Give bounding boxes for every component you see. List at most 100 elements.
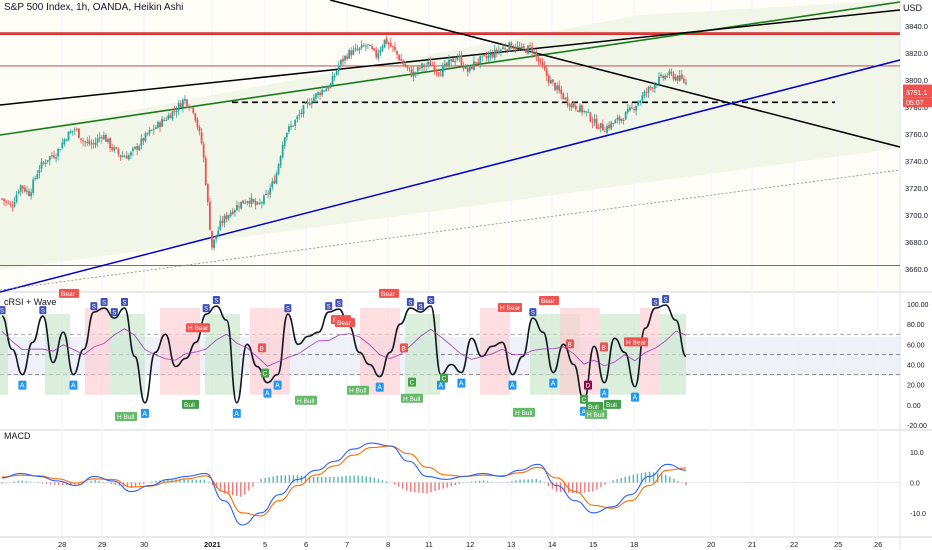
macd-pane[interactable] (0, 442, 900, 526)
macd-histogram-bar (195, 479, 197, 483)
candle-body (566, 97, 569, 106)
candle-body (385, 38, 388, 44)
macd-histogram-bar (486, 481, 489, 483)
bear-label-bg (379, 288, 399, 298)
candle-body (620, 118, 623, 121)
peak-marker (212, 296, 220, 305)
h-bear-label: H Bear (626, 339, 647, 346)
macd-histogram-bar (616, 479, 618, 483)
price-tag-label: 05:07 (906, 100, 924, 107)
macd-tick-label: 0.0 (910, 481, 920, 488)
candle-body (157, 122, 159, 128)
macd-histogram-bar (25, 481, 27, 483)
candle-body (558, 85, 561, 91)
candle-body (404, 64, 407, 67)
macd-histogram-bar (223, 482, 226, 494)
peak-marker-label: S (0, 309, 4, 315)
h-bull-label-bg (295, 395, 317, 405)
candle-body (416, 66, 419, 72)
candle-body (161, 118, 163, 127)
macd-histogram-bar (219, 482, 222, 491)
macd-histogram-bar (628, 475, 631, 483)
candle-body (288, 126, 290, 132)
candle-body (608, 124, 610, 129)
a-marker (549, 378, 558, 388)
macd-histogram-bar (292, 475, 295, 483)
candle-body (3, 198, 5, 202)
candle-body (319, 92, 321, 95)
candle-body (55, 157, 57, 159)
price-tick-label: 3740.0 (905, 157, 928, 166)
macd-histogram-bar (102, 481, 104, 483)
candle-body (635, 105, 638, 111)
macd-histogram-bar (482, 480, 485, 483)
bull-label-bg (182, 399, 199, 409)
price-pane[interactable] (0, 0, 901, 293)
d-marker-label: D (586, 383, 591, 390)
peak-marker (406, 298, 414, 307)
candle-body (408, 67, 411, 69)
macd-tick-label: 10.0 (910, 450, 924, 457)
a-marker (140, 408, 149, 418)
candle-body (5, 201, 8, 203)
candle-body (531, 46, 534, 53)
candle-body (331, 76, 334, 85)
h-bear-label-bg (186, 323, 210, 333)
candle-body (475, 62, 477, 64)
candle-body (662, 75, 665, 79)
candle-body (144, 133, 147, 141)
candle-body (581, 105, 583, 113)
time-axis-label: 5 (263, 540, 267, 549)
candle-body (94, 142, 97, 146)
macd-histogram-bar (652, 472, 655, 483)
black-trendline-down (329, 0, 901, 148)
candle-body (541, 62, 544, 66)
b-marker-bg (258, 343, 266, 353)
candle-body (163, 119, 166, 121)
candle-body (90, 143, 93, 145)
candle-body (678, 75, 681, 81)
price-tick-label: 3700.0 (905, 211, 928, 220)
crsi-tick-label: 100.00 (907, 302, 929, 309)
candle-body (96, 138, 99, 143)
candle-body (246, 201, 249, 203)
macd-histogram-bar (98, 480, 100, 483)
macd-histogram-bar (62, 482, 64, 486)
macd-histogram-bar (661, 474, 663, 483)
macd-histogram-bar (499, 482, 501, 484)
macd-histogram-bar (163, 480, 165, 483)
candle-body (529, 45, 531, 47)
crsi-tick-label: 40.00 (907, 363, 925, 370)
a-marker-label: A (20, 383, 25, 390)
macd-histogram-bar (215, 482, 218, 488)
candle-body (664, 75, 667, 80)
candle-body (32, 179, 35, 193)
macd-histogram-bar (632, 474, 635, 483)
macd-histogram-bar (280, 475, 282, 483)
candle-body (140, 138, 143, 146)
candle-body (181, 99, 184, 108)
candle-body (647, 86, 650, 93)
candle-body (321, 89, 324, 95)
candle-body (489, 53, 492, 57)
macd-histogram-bar (337, 476, 339, 483)
candle-body (556, 85, 559, 90)
wave-box-11 (560, 308, 600, 395)
b-marker-bg (600, 342, 608, 352)
macd-histogram-bar (179, 479, 181, 483)
candle-body (82, 140, 84, 142)
macd-histogram-bar (648, 471, 651, 483)
macd-histogram-bar (511, 481, 513, 483)
peak-marker-label: S (102, 301, 106, 307)
macd-histogram-bar (13, 481, 15, 483)
h-bear-label: H Bear (500, 305, 521, 312)
candle-body (483, 54, 486, 56)
c-marker-bg (261, 368, 269, 378)
candle-body (481, 55, 484, 57)
peak-marker (529, 308, 537, 317)
candle-body (223, 215, 226, 224)
peak-marker-label: S (214, 299, 218, 305)
candle-body (579, 105, 581, 112)
